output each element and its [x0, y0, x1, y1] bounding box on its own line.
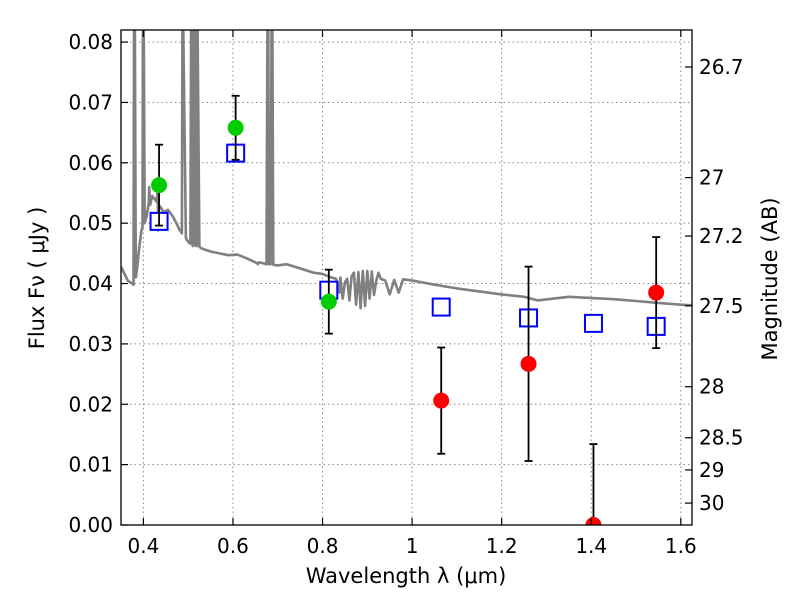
x-tick-label: 1.2 — [486, 534, 518, 558]
mag-tick-label: 30 — [699, 491, 724, 515]
plot-frame — [120, 29, 693, 526]
model-photometry-square — [431, 297, 451, 317]
model-spectrum-line — [121, 30, 692, 310]
right-axis-label: Magnitude (AB) — [758, 197, 782, 360]
x-axis-label: Wavelength λ (μm) — [306, 564, 507, 588]
infrared-data-point — [648, 284, 665, 301]
mag-tick-label: 27.2 — [699, 224, 744, 248]
mag-tick-label: 28 — [699, 375, 724, 399]
y-axis-label: Flux Fν ( μJy ) — [25, 207, 49, 350]
mag-tick-label: 29 — [699, 458, 724, 482]
mag-tick-label: 27 — [699, 166, 724, 190]
optical-data-point — [320, 293, 337, 310]
y-tick-label: 0.05 — [68, 211, 113, 235]
x-tick-label: 1.6 — [665, 534, 697, 558]
y-tick-label: 0.02 — [68, 392, 113, 416]
optical-data-point — [151, 177, 168, 194]
x-tick-label: 1 — [406, 534, 419, 558]
y-tick-label: 0.00 — [68, 513, 113, 537]
infrared-data-point — [520, 355, 537, 372]
mag-tick-label: 27.5 — [699, 294, 744, 318]
mag-tick-label: 28.5 — [699, 426, 744, 450]
y-tick-label: 0.01 — [68, 453, 113, 477]
x-tick-label: 1.4 — [575, 534, 607, 558]
x-tick-label: 0.4 — [127, 534, 159, 558]
optical-data-point — [227, 119, 244, 136]
model-photometry-square — [583, 313, 603, 333]
y-tick-label: 0.07 — [68, 90, 113, 114]
plot-area — [121, 30, 692, 525]
y-tick-label: 0.08 — [68, 30, 113, 54]
y-tick-label: 0.03 — [68, 332, 113, 356]
x-tick-label: 0.6 — [217, 534, 249, 558]
plot-content — [121, 30, 692, 525]
axis-ticks: 0.4 0.6 0.8 1 1.2 1.4 1.6 0.00 0.01 0.02 0.03 0.04 0… — [68, 30, 744, 558]
infrared-data-point — [585, 517, 602, 525]
infrared-data-point — [433, 392, 450, 409]
y-tick-label: 0.06 — [68, 151, 113, 175]
x-tick-label: 0.8 — [307, 534, 339, 558]
mag-tick-label: 26.7 — [699, 55, 744, 79]
grid — [121, 30, 692, 526]
y-tick-label: 0.04 — [68, 272, 113, 296]
